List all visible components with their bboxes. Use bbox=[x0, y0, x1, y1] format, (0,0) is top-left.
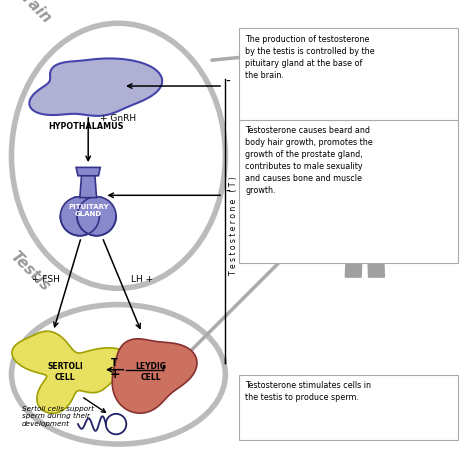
Text: -: - bbox=[225, 185, 230, 199]
Polygon shape bbox=[335, 166, 346, 214]
Text: LH +: LH + bbox=[131, 274, 153, 284]
Text: SERTOLI
CELL: SERTOLI CELL bbox=[47, 362, 83, 382]
Circle shape bbox=[354, 138, 375, 159]
Polygon shape bbox=[29, 59, 162, 116]
Text: Sertoli cells support
sperm during their
development: Sertoli cells support sperm during their… bbox=[22, 405, 94, 427]
Text: -: - bbox=[225, 75, 230, 89]
Text: HYPOTHALAMUS: HYPOTHALAMUS bbox=[48, 122, 124, 131]
Polygon shape bbox=[346, 225, 363, 277]
Polygon shape bbox=[383, 166, 395, 214]
Text: T: T bbox=[111, 358, 118, 368]
Text: T e s t o s t e r o n e   ( T ): T e s t o s t e r o n e ( T ) bbox=[229, 176, 238, 275]
Polygon shape bbox=[80, 173, 97, 198]
FancyBboxPatch shape bbox=[239, 375, 458, 440]
Text: PITUITARY
GLAND: PITUITARY GLAND bbox=[68, 204, 109, 217]
Polygon shape bbox=[76, 167, 100, 176]
Text: Brain: Brain bbox=[11, 0, 54, 26]
FancyBboxPatch shape bbox=[239, 120, 458, 263]
Circle shape bbox=[77, 197, 116, 236]
Text: Testosterone causes beard and
body hair growth, promotes the
growth of the prost: Testosterone causes beard and body hair … bbox=[246, 126, 373, 195]
Text: The production of testosterone
by the testis is controlled by the
pituitary glan: The production of testosterone by the te… bbox=[246, 35, 375, 80]
Text: LEYDIG
CELL: LEYDIG CELL bbox=[136, 362, 166, 382]
Polygon shape bbox=[112, 339, 197, 413]
Polygon shape bbox=[367, 225, 384, 277]
Text: Testis: Testis bbox=[7, 248, 53, 293]
Polygon shape bbox=[346, 166, 383, 212]
Text: Testosterone stimulates cells in
the testis to produce sperm.: Testosterone stimulates cells in the tes… bbox=[246, 381, 371, 402]
Polygon shape bbox=[361, 159, 369, 166]
Polygon shape bbox=[74, 196, 102, 235]
Polygon shape bbox=[347, 212, 383, 225]
Polygon shape bbox=[12, 331, 131, 413]
Text: + GnRH: + GnRH bbox=[100, 114, 136, 123]
Circle shape bbox=[60, 197, 100, 236]
FancyBboxPatch shape bbox=[239, 28, 458, 121]
Text: +: + bbox=[109, 368, 120, 381]
Text: + FSH: + FSH bbox=[32, 274, 60, 284]
